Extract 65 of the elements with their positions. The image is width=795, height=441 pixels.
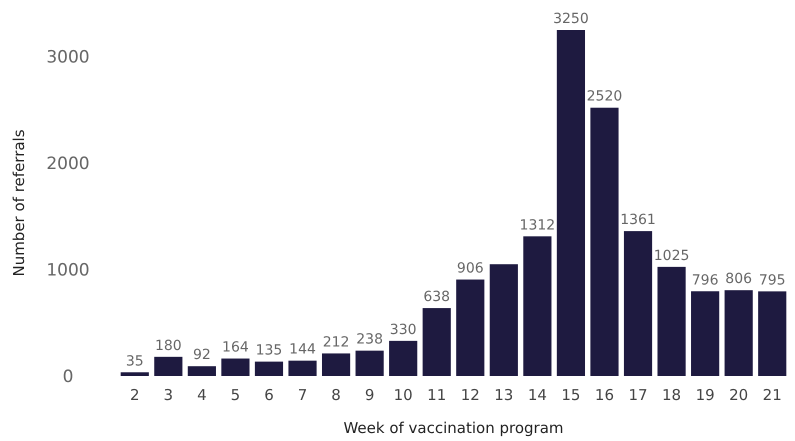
x-tick-label: 17 xyxy=(628,386,648,404)
bar xyxy=(691,291,720,376)
x-tick-label: 9 xyxy=(364,386,374,404)
bar xyxy=(188,366,216,376)
x-tick-label: 12 xyxy=(460,386,480,404)
data-label: 180 xyxy=(154,338,182,354)
bar xyxy=(523,236,552,376)
y-tick-label: 2000 xyxy=(46,154,90,174)
y-axis-title: Number of referrals xyxy=(10,129,28,277)
x-tick-label: 15 xyxy=(561,386,580,404)
x-tick-label: 20 xyxy=(729,386,748,404)
data-label: 330 xyxy=(390,322,417,338)
data-label: 3250 xyxy=(553,11,589,27)
x-tick-label: 14 xyxy=(528,386,547,404)
x-tick-label: 13 xyxy=(494,386,514,404)
data-label: 238 xyxy=(356,332,383,348)
bar xyxy=(288,360,317,376)
data-label: 92 xyxy=(192,347,211,364)
data-label: 906 xyxy=(456,260,484,277)
bar xyxy=(624,231,652,376)
bar xyxy=(724,290,753,376)
bar xyxy=(422,308,451,376)
data-label: 1361 xyxy=(620,212,656,228)
bar xyxy=(322,353,350,376)
x-tick-label: 7 xyxy=(298,386,308,404)
y-tick-label: 3000 xyxy=(46,48,90,68)
data-label: 2520 xyxy=(586,88,622,105)
data-label: 1312 xyxy=(520,217,556,234)
bar xyxy=(254,362,284,376)
data-label: 795 xyxy=(758,272,786,288)
bar xyxy=(456,280,484,376)
data-label: 135 xyxy=(256,342,282,359)
bar xyxy=(356,350,384,376)
bar xyxy=(221,358,250,376)
x-tick-label: 19 xyxy=(696,386,715,404)
x-tick-label: 8 xyxy=(331,386,341,404)
bar xyxy=(556,30,586,376)
x-tick-label: 10 xyxy=(394,386,413,404)
x-tick-label: 3 xyxy=(164,386,174,404)
y-tick-label: 1000 xyxy=(46,260,90,280)
bar xyxy=(490,264,518,376)
bar xyxy=(120,372,149,376)
x-tick-label: 21 xyxy=(762,386,782,404)
data-label: 144 xyxy=(289,342,316,358)
data-label: 164 xyxy=(222,340,249,356)
x-tick-label: 5 xyxy=(230,386,240,404)
x-tick-label: 11 xyxy=(427,386,446,404)
bar xyxy=(657,266,686,376)
x-tick-label: 4 xyxy=(197,386,207,404)
data-label: 212 xyxy=(322,334,350,350)
data-label: 638 xyxy=(423,289,450,306)
data-label: 1025 xyxy=(654,248,690,264)
bar xyxy=(389,340,418,376)
x-tick-label: 16 xyxy=(594,386,614,404)
bar xyxy=(590,108,619,376)
x-tick-label: 6 xyxy=(264,386,274,404)
data-label: 806 xyxy=(725,271,752,288)
y-tick-label: 0 xyxy=(62,366,74,387)
data-label: 796 xyxy=(692,272,719,288)
data-label: 35 xyxy=(126,353,144,370)
bar xyxy=(154,356,182,376)
x-tick-label: 2 xyxy=(130,386,140,404)
bar xyxy=(758,291,786,376)
x-axis-title: Week of vaccination program xyxy=(343,419,564,437)
x-tick-label: 18 xyxy=(662,386,682,404)
